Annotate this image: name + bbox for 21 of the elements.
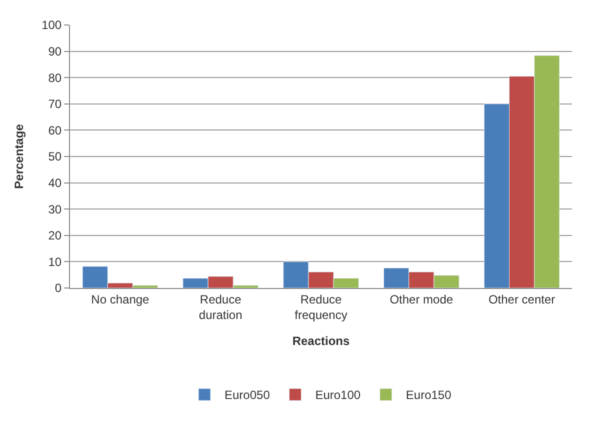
- y-tick-label: 40: [48, 176, 62, 190]
- y-tick-label: 10: [48, 254, 62, 269]
- x-tick-label: Other center: [488, 292, 556, 306]
- y-tick-label: 20: [48, 228, 62, 243]
- x-tick-label: Reduce frequency: [294, 292, 348, 322]
- y-tick-label: 0: [54, 281, 62, 296]
- x-tick-label: Reduce duration: [198, 292, 242, 322]
- y-tick-label: 100: [42, 18, 62, 32]
- y-tick-label: 90: [48, 44, 62, 58]
- y-tick-label: 80: [48, 70, 62, 85]
- y-tick-label: 60: [48, 123, 62, 138]
- y-tick-label: 30: [48, 202, 62, 216]
- y-tick-label: 50: [48, 150, 62, 164]
- legend-label: Euro050: [224, 388, 270, 402]
- legend-label: Euro150: [406, 388, 452, 402]
- y-tick-label: 70: [48, 97, 62, 112]
- y-axis-title: Percentage: [12, 124, 26, 189]
- legend-label: Euro100: [315, 388, 361, 402]
- x-tick-label: No change: [91, 292, 150, 306]
- x-axis-title: Reactions: [292, 334, 350, 348]
- x-tick-label: Other mode: [390, 292, 454, 306]
